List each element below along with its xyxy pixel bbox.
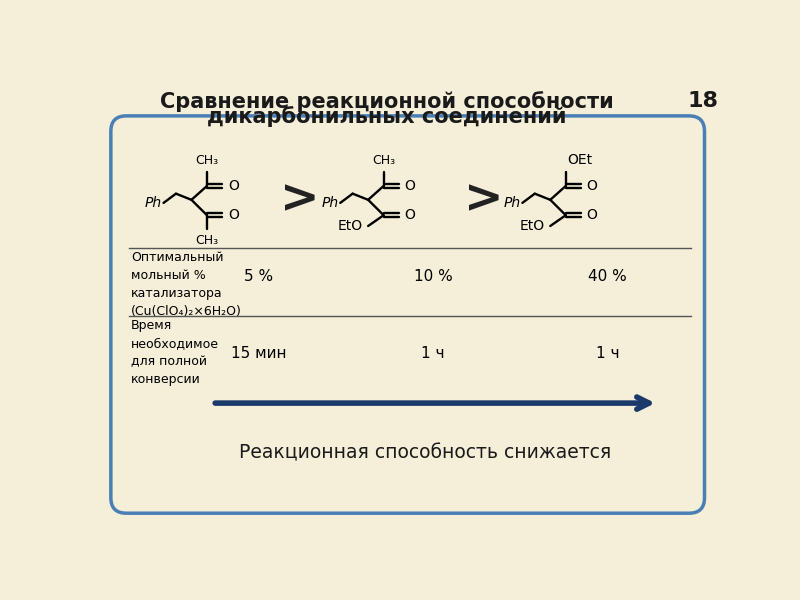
FancyArrowPatch shape (215, 397, 649, 409)
Text: CH₃: CH₃ (195, 233, 218, 247)
Text: 18: 18 (687, 91, 718, 111)
Text: 10 %: 10 % (414, 269, 453, 284)
Text: 40 %: 40 % (588, 269, 627, 284)
Text: 1 ч: 1 ч (596, 346, 619, 361)
Text: >: > (280, 178, 320, 223)
Text: >: > (464, 178, 503, 223)
Text: 1 ч: 1 ч (422, 346, 445, 361)
Text: Ph: Ph (322, 196, 338, 210)
Text: Ph: Ph (145, 196, 162, 210)
Text: Ph: Ph (504, 196, 521, 210)
Text: O: O (228, 208, 238, 222)
Text: Сравнение реакционной способности: Сравнение реакционной способности (160, 91, 614, 112)
Text: Оптимальный
мольный %
катализатора
(Cu(ClO₄)₂×6H₂O): Оптимальный мольный % катализатора (Cu(C… (131, 251, 242, 317)
Text: O: O (405, 179, 415, 193)
Text: Время
необходимое
для полной
конверсии: Время необходимое для полной конверсии (131, 319, 219, 386)
Text: CH₃: CH₃ (195, 154, 218, 167)
Text: O: O (586, 208, 598, 222)
Text: CH₃: CH₃ (372, 154, 395, 167)
Text: OEt: OEt (567, 153, 593, 167)
Text: EtO: EtO (520, 219, 545, 233)
Text: O: O (228, 179, 238, 193)
Text: дикарбонильных соединений: дикарбонильных соединений (207, 106, 566, 127)
Text: 5 %: 5 % (244, 269, 274, 284)
Text: O: O (586, 179, 598, 193)
FancyBboxPatch shape (111, 116, 705, 513)
Text: 15 мин: 15 мин (231, 346, 286, 361)
Text: EtO: EtO (338, 219, 362, 233)
Text: O: O (405, 208, 415, 222)
Text: Реакционная способность снижается: Реакционная способность снижается (239, 443, 612, 463)
